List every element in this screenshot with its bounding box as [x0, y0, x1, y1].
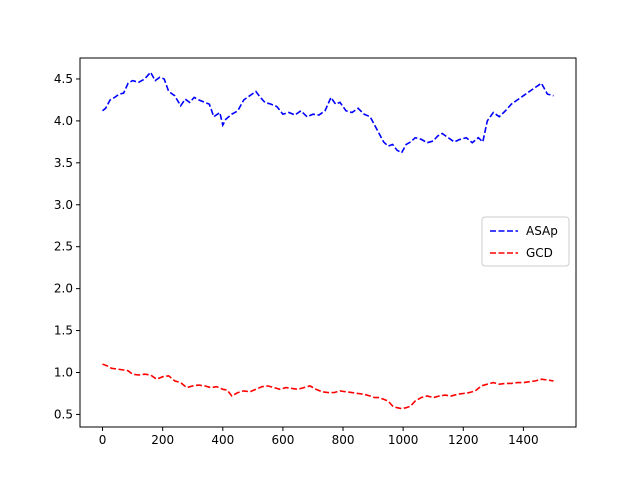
x-tick-label: 0 — [99, 433, 107, 447]
y-tick-label: 4.0 — [54, 114, 73, 128]
series-layer — [101, 70, 554, 410]
y-tick-label: 2.0 — [54, 282, 73, 296]
y-tick-label: 2.5 — [54, 240, 73, 254]
series-line-asap — [101, 70, 554, 154]
axes-frame — [79, 57, 577, 428]
y-tick-label: 1.0 — [54, 365, 73, 379]
x-axis: 0 200 400 600 800 1000 1200 1400 — [99, 427, 539, 447]
x-tick-label: 400 — [211, 433, 234, 447]
legend-label: ASAp — [526, 224, 558, 238]
y-tick-label: 3.5 — [54, 156, 73, 170]
y-tick-label: 1.5 — [54, 324, 73, 338]
legend-label: GCD — [526, 246, 553, 260]
x-tick-label: 600 — [271, 433, 294, 447]
legend: ASAp GCD — [481, 216, 570, 267]
x-tick-label: 1400 — [508, 433, 539, 447]
y-tick-label: 3.0 — [54, 198, 73, 212]
x-tick-label: 200 — [151, 433, 174, 447]
y-tick-label: 0.5 — [54, 407, 73, 421]
x-tick-label: 1200 — [448, 433, 479, 447]
x-tick-label: 800 — [332, 433, 355, 447]
series-line-gcd — [102, 363, 554, 410]
y-axis: 0.5 1.0 1.5 2.0 2.5 3.0 3.5 4.0 4.5 — [54, 72, 80, 421]
y-tick-label: 4.5 — [54, 72, 73, 86]
x-tick-label: 1000 — [388, 433, 419, 447]
